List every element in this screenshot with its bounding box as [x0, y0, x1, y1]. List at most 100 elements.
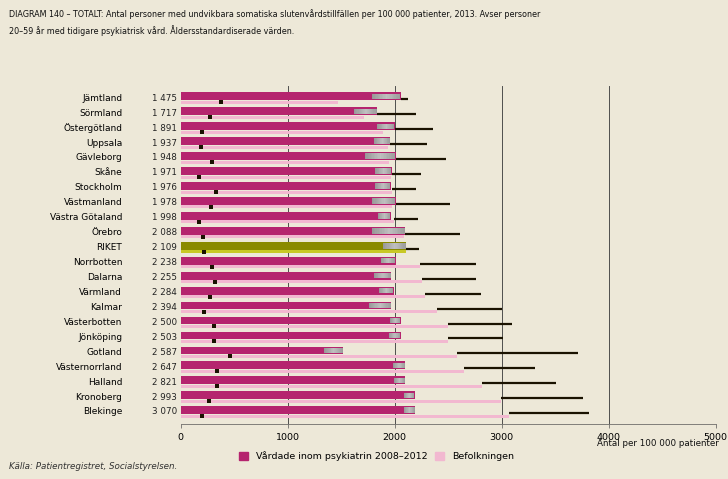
Bar	[181, 122, 395, 130]
Bar	[357, 109, 358, 114]
Bar	[377, 228, 379, 234]
Bar	[380, 169, 381, 174]
Bar	[330, 348, 331, 353]
Bar	[324, 348, 325, 353]
Bar	[337, 348, 338, 353]
Bar	[384, 94, 386, 99]
Bar	[381, 303, 382, 308]
Bar	[374, 138, 375, 144]
Text: 2 587: 2 587	[152, 348, 178, 357]
Bar	[378, 94, 379, 99]
Bar	[394, 153, 395, 159]
Bar	[379, 303, 380, 308]
Bar	[380, 183, 381, 189]
Bar	[181, 391, 415, 399]
Bar	[380, 228, 382, 234]
Bar	[392, 198, 393, 204]
Bar	[181, 191, 392, 194]
Bar	[381, 153, 383, 159]
Text: 3 070: 3 070	[152, 408, 178, 416]
Bar	[376, 169, 377, 174]
Bar	[181, 340, 448, 343]
Bar	[392, 124, 393, 129]
Bar	[387, 169, 388, 174]
Bar	[181, 251, 406, 253]
Bar	[382, 94, 383, 99]
Bar	[334, 348, 335, 353]
Bar	[384, 169, 385, 174]
Bar	[373, 198, 374, 204]
Bar	[392, 243, 393, 249]
Text: 20–59 år med tidigare psykiatrisk vård. Åldersstandardiserade värden.: 20–59 år med tidigare psykiatrisk vård. …	[9, 25, 294, 36]
Bar	[181, 167, 392, 175]
Bar	[381, 94, 382, 99]
Bar	[383, 183, 384, 189]
Bar	[358, 109, 360, 114]
Bar	[388, 169, 389, 174]
Bar	[181, 101, 339, 104]
Bar	[181, 137, 390, 145]
Bar	[379, 228, 380, 234]
Bar	[371, 153, 372, 159]
Bar	[390, 169, 392, 174]
Bar	[372, 228, 373, 234]
Bar	[389, 94, 390, 99]
Bar	[181, 406, 416, 414]
Bar	[373, 94, 375, 99]
Text: 1 937: 1 937	[152, 138, 178, 148]
Bar	[379, 198, 380, 204]
Bar	[381, 198, 382, 204]
Text: 2 109: 2 109	[152, 243, 178, 252]
Bar	[181, 235, 404, 239]
Text: 1 475: 1 475	[152, 94, 178, 103]
Bar	[377, 138, 378, 144]
Bar	[373, 109, 375, 114]
Bar	[181, 257, 395, 264]
Bar	[377, 124, 379, 129]
Bar	[397, 228, 398, 234]
Bar	[181, 212, 391, 220]
Text: 2 238: 2 238	[152, 258, 178, 267]
Bar	[385, 138, 386, 144]
Text: Antal per 100 000 patienter: Antal per 100 000 patienter	[598, 439, 719, 448]
Bar	[387, 94, 389, 99]
Bar	[374, 198, 376, 204]
Bar	[387, 303, 389, 308]
Bar	[384, 138, 385, 144]
Bar	[380, 273, 381, 278]
Bar	[386, 273, 387, 278]
Bar	[181, 415, 509, 418]
Text: DIAGRAM 140 – TOTALT: Antal personer med undvikbara somatiska slutenvårdstillfäl: DIAGRAM 140 – TOTALT: Antal personer med…	[9, 10, 540, 20]
Bar	[181, 370, 464, 373]
Bar	[181, 355, 457, 358]
Bar	[340, 348, 341, 353]
Bar	[181, 116, 364, 119]
Bar	[387, 124, 388, 129]
Bar	[400, 243, 401, 249]
Bar	[386, 94, 387, 99]
Bar	[379, 124, 380, 129]
Bar	[389, 124, 390, 129]
Bar	[369, 303, 370, 308]
Bar	[388, 124, 389, 129]
Bar	[381, 138, 382, 144]
Bar	[389, 273, 390, 278]
Bar	[387, 138, 388, 144]
Bar	[383, 124, 384, 129]
Bar	[388, 198, 389, 204]
Bar	[382, 303, 383, 308]
Text: Källa: Patientregistret, Socialstyrelsen.: Källa: Patientregistret, Socialstyrelsen…	[9, 462, 177, 471]
Bar	[389, 228, 390, 234]
Bar	[385, 243, 387, 249]
Bar	[381, 183, 382, 189]
Bar	[181, 302, 392, 309]
Bar	[397, 94, 398, 99]
Bar	[386, 153, 387, 159]
Bar	[181, 272, 392, 280]
Bar	[386, 198, 387, 204]
Bar	[382, 169, 384, 174]
Bar	[362, 109, 363, 114]
Bar	[393, 228, 395, 234]
Text: 2 394: 2 394	[152, 303, 178, 312]
Bar	[336, 348, 337, 353]
